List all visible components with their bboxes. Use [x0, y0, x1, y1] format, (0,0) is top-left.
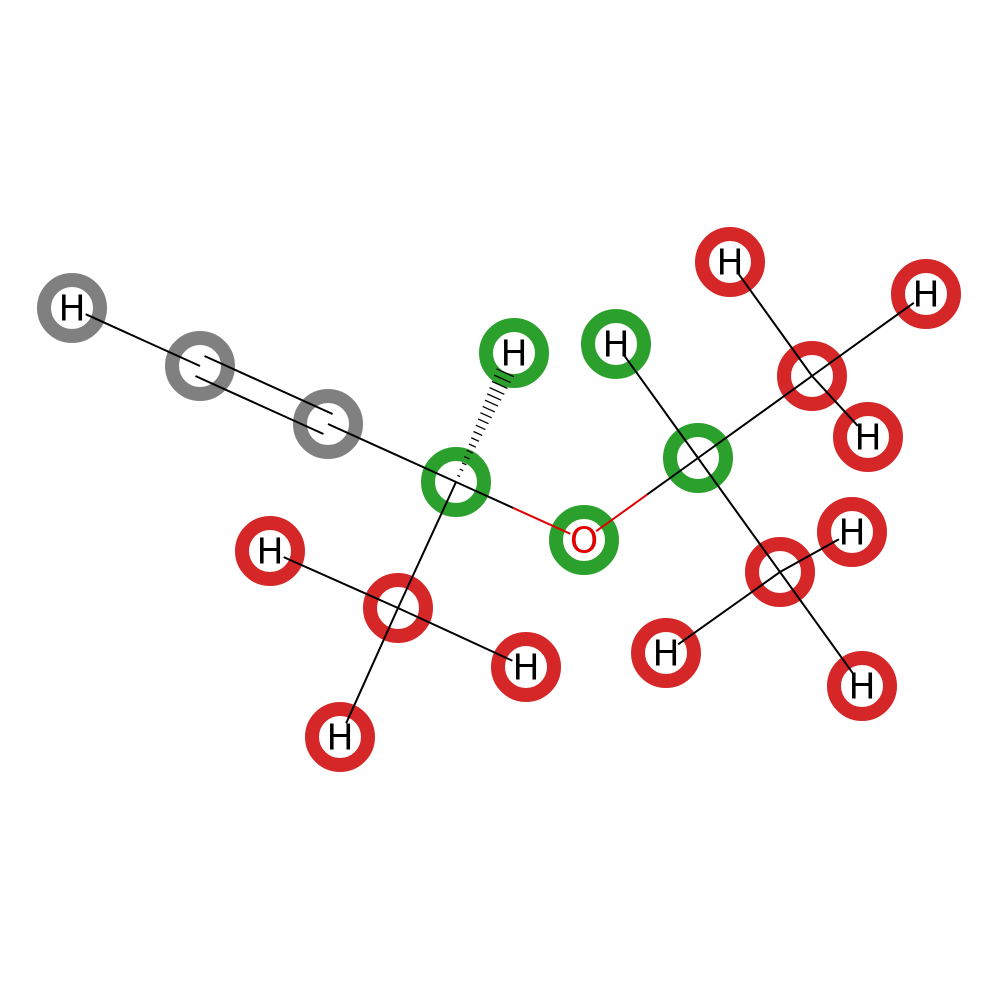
hash-line — [489, 387, 505, 395]
bond-o-ether-to-c-isopropyl — [595, 457, 699, 533]
bond-c-methyl-a-to-h-methyl-a-3 — [345, 607, 399, 724]
h-methyl-c-1-label: H — [838, 513, 865, 554]
bond-c-alkyne-2-to-c-stereo — [327, 423, 457, 483]
h-methyl-a-2-label: H — [512, 648, 539, 689]
h-stereo-label: H — [500, 334, 527, 375]
hash-line — [480, 412, 492, 419]
h-terminal-label: H — [58, 289, 85, 330]
h-methyl-c-2-highlight-ring — [631, 618, 701, 688]
h-methyl-a-2-highlight-ring — [491, 632, 561, 702]
hash-line — [493, 374, 511, 384]
h-terminal-highlight-ring — [37, 273, 107, 343]
atom-label-layer: H H O H H H H H H H H H H — [58, 243, 939, 759]
h-methyl-c-2-label: H — [652, 634, 679, 675]
bond-c-methyl-b-to-h-methyl-b-1 — [737, 273, 813, 377]
bond-c-methyl-a-to-h-methyl-a-2 — [397, 607, 513, 662]
hash-line — [477, 418, 489, 425]
bond-c-isopropyl-to-h-isopropyl — [623, 355, 699, 459]
bond-c-stereo-to-o-ether — [455, 481, 571, 535]
atom-highlight-layer — [37, 227, 961, 772]
h-methyl-a-1-highlight-ring — [235, 516, 305, 586]
h-methyl-a-3-label: H — [326, 718, 353, 759]
h-methyl-a-3-highlight-ring — [305, 702, 375, 772]
hash-line — [475, 424, 486, 431]
bond-c-alkyne-1-to-c-alkyne-2 — [195, 355, 333, 435]
bond-h-terminal-to-c-alkyne-1 — [85, 313, 201, 367]
hash-line — [482, 405, 496, 413]
h-methyl-b-2-label: H — [912, 275, 939, 316]
h-methyl-b-2-highlight-ring — [891, 259, 961, 329]
hash-line — [461, 462, 467, 466]
bond-half — [595, 493, 648, 533]
o-ether-highlight-ring — [549, 505, 619, 575]
hash-line — [473, 430, 483, 437]
bond-c-stereo-to-c-methyl-a — [397, 481, 457, 609]
h-methyl-c-1-highlight-ring — [817, 497, 887, 567]
bond-half — [646, 457, 699, 496]
h-methyl-c-3-label: H — [848, 667, 875, 708]
hash-line — [457, 474, 461, 478]
h-methyl-c-3-highlight-ring — [827, 651, 897, 721]
bond-c-stereo-to-h-stereo — [457, 368, 515, 478]
c-stereo-highlight-ring — [421, 447, 491, 517]
bond-c-methyl-b-to-h-methyl-b-3 — [811, 375, 859, 427]
triple-bond-line — [195, 375, 324, 435]
triple-bond-line — [204, 355, 333, 415]
hash-line — [468, 443, 477, 448]
c-methyl-c-highlight-ring — [745, 537, 815, 607]
h-methyl-a-1-label: H — [256, 532, 283, 573]
hash-line — [486, 393, 502, 401]
bond-c-methyl-c-to-h-methyl-c-1 — [779, 538, 840, 573]
hash-line — [470, 437, 480, 442]
hash-line — [464, 455, 470, 460]
c-methyl-b-highlight-ring — [777, 341, 847, 411]
h-isopropyl-highlight-ring — [581, 309, 651, 379]
hash-line — [484, 399, 499, 407]
h-methyl-b-3-highlight-ring — [833, 402, 903, 472]
bond-c-methyl-c-to-h-methyl-c-2 — [677, 571, 781, 646]
bond-c-isopropyl-to-c-methyl-b — [697, 375, 813, 459]
bond-half — [455, 481, 514, 509]
bond-c-methyl-a-to-h-methyl-a-1 — [283, 556, 399, 609]
bond-layer — [85, 273, 915, 724]
h-methyl-b-1-label: H — [716, 243, 743, 284]
hash-line — [491, 380, 508, 389]
h-isopropyl-label: H — [602, 325, 629, 366]
h-methyl-b-1-highlight-ring — [695, 227, 765, 297]
h-methyl-b-3-label: H — [854, 418, 881, 459]
bond-c-isopropyl-to-c-methyl-c — [697, 457, 781, 573]
c-methyl-a-highlight-ring — [363, 573, 433, 643]
bond-half — [512, 506, 571, 535]
hash-line — [496, 368, 515, 378]
h-stereo-highlight-ring — [479, 318, 549, 388]
c-isopropyl-highlight-ring — [663, 423, 733, 493]
hash-line — [466, 449, 473, 454]
bond-c-methyl-b-to-h-methyl-b-2 — [811, 301, 915, 377]
o-ether-label: O — [570, 521, 598, 562]
hash-line — [459, 468, 464, 472]
bond-c-methyl-c-to-h-methyl-c-3 — [779, 571, 855, 675]
